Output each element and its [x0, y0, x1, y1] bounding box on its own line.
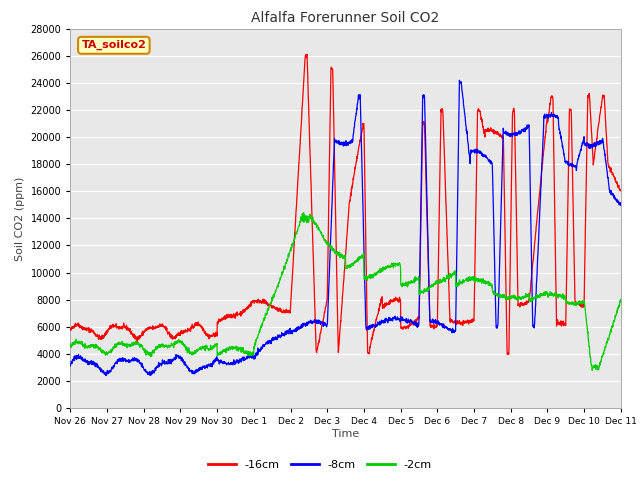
Title: Alfalfa Forerunner Soil CO2: Alfalfa Forerunner Soil CO2 — [252, 11, 440, 25]
Y-axis label: Soil CO2 (ppm): Soil CO2 (ppm) — [15, 176, 25, 261]
X-axis label: Time: Time — [332, 429, 359, 439]
Text: TA_soilco2: TA_soilco2 — [81, 40, 147, 50]
Legend: -16cm, -8cm, -2cm: -16cm, -8cm, -2cm — [204, 456, 436, 474]
